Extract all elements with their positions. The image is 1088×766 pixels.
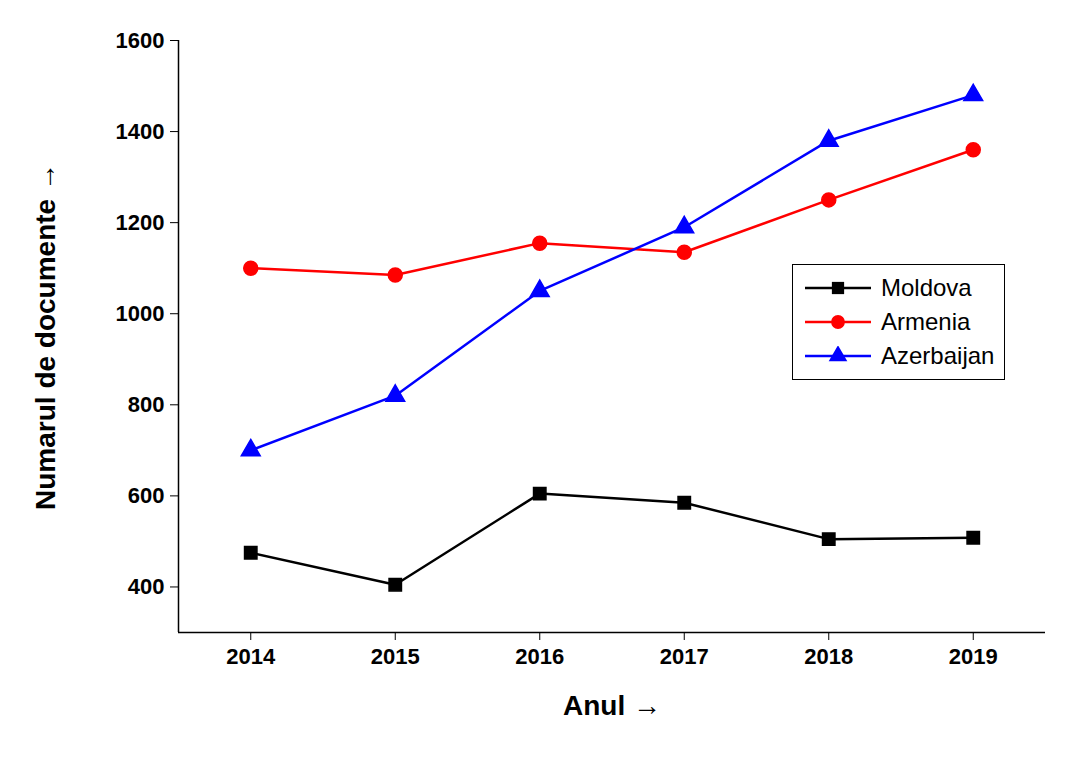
svg-text:1600: 1600: [116, 28, 165, 53]
svg-text:1000: 1000: [116, 301, 165, 326]
svg-text:Anul →: Anul →: [563, 690, 661, 721]
svg-text:800: 800: [128, 392, 165, 417]
svg-text:400: 400: [128, 574, 165, 599]
svg-text:2019: 2019: [949, 644, 998, 669]
svg-text:2014: 2014: [226, 644, 276, 669]
html-text:Azerbaijan: Azerbaijan: [881, 342, 995, 369]
html-text:Moldova: Moldova: [881, 274, 972, 301]
svg-text:1400: 1400: [116, 119, 165, 144]
html-text:Armenia: Armenia: [881, 308, 971, 335]
svg-text:2016: 2016: [515, 644, 564, 669]
svg-text:1200: 1200: [116, 210, 165, 235]
svg-text:600: 600: [128, 483, 165, 508]
svg-text:2017: 2017: [660, 644, 709, 669]
svg-text:2018: 2018: [804, 644, 853, 669]
svg-text:Numarul de documente →: Numarul de documente →: [30, 163, 61, 510]
svg-text:2015: 2015: [371, 644, 420, 669]
